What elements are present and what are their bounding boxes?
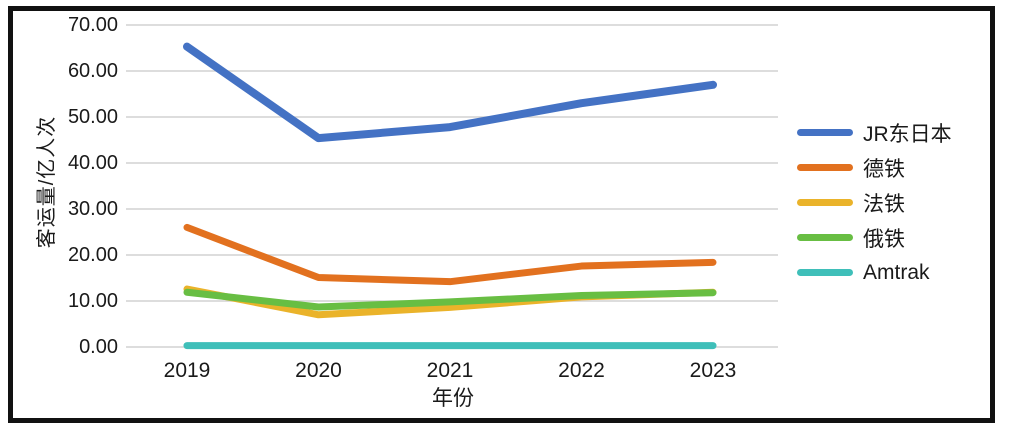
x-tick-label: 2020 xyxy=(295,359,342,382)
legend-item: 法铁 xyxy=(797,185,952,220)
legend-line-swatch-icon xyxy=(797,129,853,136)
series-line-德铁 xyxy=(183,223,717,286)
x-axis-title: 年份 xyxy=(432,387,474,410)
x-tick-label: 2023 xyxy=(689,359,737,382)
legend-item: 德铁 xyxy=(797,150,952,185)
y-tick-label: 20.00 xyxy=(67,244,118,266)
series-line-俄铁 xyxy=(183,288,717,311)
y-axis-title: 客运量/亿人次 xyxy=(36,115,58,249)
legend-label: 德铁 xyxy=(863,157,905,181)
legend-label: JR东日本 xyxy=(863,122,952,146)
legend-line-swatch-icon xyxy=(797,234,853,241)
chart-legend: JR东日本 德铁 法铁 俄铁 Amtrak xyxy=(797,115,952,290)
legend-line-swatch-icon xyxy=(797,269,853,276)
y-tick-label: 60.00 xyxy=(67,60,118,82)
legend-label: 俄铁 xyxy=(863,227,905,251)
legend-item: JR东日本 xyxy=(797,115,952,150)
y-tick-label: 10.00 xyxy=(67,290,118,312)
series-line-JR东日本 xyxy=(183,42,717,143)
legend-item: Amtrak xyxy=(797,255,952,290)
legend-line-swatch-icon xyxy=(797,199,853,206)
chart-frame xyxy=(8,6,995,423)
y-tick-label: 70.00 xyxy=(67,14,118,36)
x-tick-label: 2019 xyxy=(163,359,211,382)
y-tick-label: 0.00 xyxy=(79,336,118,358)
y-tick-label: 40.00 xyxy=(67,152,118,174)
legend-line-swatch-icon xyxy=(797,164,853,171)
y-tick-label: 50.00 xyxy=(67,106,118,128)
legend-label: Amtrak xyxy=(863,260,930,284)
x-tick-label: 2022 xyxy=(558,359,605,382)
y-tick-label: 30.00 xyxy=(67,198,118,220)
x-tick-label: 2021 xyxy=(426,359,474,382)
legend-label: 法铁 xyxy=(863,192,905,216)
legend-item: 俄铁 xyxy=(797,220,952,255)
